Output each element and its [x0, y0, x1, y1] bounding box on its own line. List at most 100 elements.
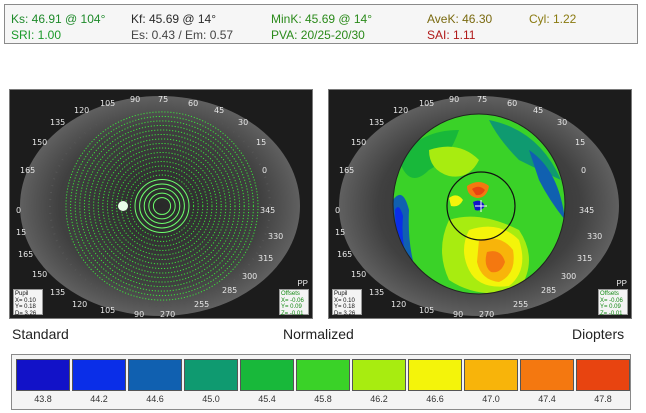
sri-value: SRI: 1.00 [11, 28, 62, 42]
degree-label: 285 [222, 286, 238, 295]
degree-label: 0 [16, 206, 22, 215]
placido-ring [111, 156, 213, 256]
es-em-value: Es: 0.43 / Em: 0.57 [131, 28, 234, 42]
curvature-map [329, 90, 631, 318]
degree-label: 120 [72, 300, 88, 309]
degree-label: 330 [587, 232, 603, 241]
placido-ring [74, 120, 250, 292]
ks-value: Ks: 46.91 @ 104° [11, 12, 106, 26]
degree-label: 135 [50, 118, 66, 127]
placido-ring [83, 129, 241, 283]
scale-swatch [352, 359, 406, 391]
degree-label: 285 [541, 286, 557, 295]
placido-ring [70, 115, 254, 297]
placido-ring [93, 138, 231, 274]
view-diopters-label[interactable]: Diopters [572, 326, 625, 342]
degree-label: 45 [533, 106, 544, 115]
color-scale-legend: 43.8 44.2 44.6 45.0 45.4 45.8 46.2 46.6 47.0 47.4… [11, 354, 631, 410]
curvature-map-panel[interactable]: 90 75 105 60 120 135 45 150 30 165 15 0 0 15 345 165 330… [328, 89, 632, 319]
offsets-title: Offsets [281, 291, 300, 297]
placido-ring [97, 142, 227, 270]
view-standard-label[interactable]: Standard [12, 326, 69, 342]
degree-label: 90 [449, 95, 460, 104]
degree-label: 90 [134, 310, 145, 319]
offsets-info-box: Offsets X= -0.06 Y= 0.09 Z= -0.01 [279, 289, 309, 317]
degree-label: 30 [238, 118, 249, 127]
pupil-y: Y= 0.18 [334, 304, 355, 310]
view-normalized-label[interactable]: Normalized [283, 326, 354, 342]
scale-swatch [296, 359, 350, 391]
degree-label: 120 [393, 106, 409, 115]
scale-value-label: 46.2 [370, 394, 388, 404]
degree-label: 270 [160, 310, 176, 319]
placido-image-panel[interactable]: 90 75 105 60 120 135 45 150 30 165 15 0 0 15 345 165 330… [9, 89, 313, 319]
degree-label: 315 [577, 254, 593, 263]
degree-label: 90 [453, 310, 464, 319]
scale-swatch [16, 359, 70, 391]
offsets-x: X= -0.06 [600, 297, 623, 304]
pupil-title: Pupil [15, 291, 29, 297]
offsets-z: Z= -0.01 [600, 310, 623, 317]
degree-label: 60 [507, 99, 518, 108]
scale-value-label: 47.8 [594, 394, 612, 404]
mink-value: MinK: 45.69 @ 14° [271, 12, 373, 26]
degree-label: 255 [194, 300, 210, 309]
placido-ring [88, 133, 236, 279]
scale-swatch [184, 359, 238, 391]
degree-label: 165 [339, 166, 355, 175]
scale-value-label: 43.8 [34, 394, 52, 404]
placido-ring [152, 197, 172, 215]
placido-ring [116, 161, 208, 251]
placido-ring [148, 192, 176, 220]
curvature-colors [393, 114, 565, 294]
placido-ring [134, 179, 190, 233]
offsets-x: X= -0.06 [281, 297, 304, 304]
degree-label: 120 [74, 106, 90, 115]
degree-label: 75 [477, 95, 488, 104]
degree-label: 45 [214, 106, 225, 115]
pupil-info-box: Pupil X= 0.10 Y= 0.18 D= 3.26 [13, 289, 43, 317]
pp-marker: PP [297, 279, 308, 288]
degree-label: 150 [351, 270, 367, 279]
degree-label: 150 [32, 270, 48, 279]
offsets-info-box: Offsets X= -0.06 Y= 0.09 Z= -0.01 [598, 289, 628, 317]
degree-label: 90 [130, 95, 141, 104]
placido-ring [106, 151, 218, 261]
degree-label: 345 [579, 206, 595, 215]
offsets-title: Offsets [600, 291, 619, 297]
cyl-value: Cyl: 1.22 [529, 12, 577, 26]
placido-ring [125, 170, 199, 242]
degree-label: 255 [513, 300, 529, 309]
degree-label: 300 [561, 272, 577, 281]
scale-value-label: 44.6 [146, 394, 164, 404]
degree-label: 270 [479, 310, 495, 319]
keratometry-header: Ks: 46.91 @ 104° Kf: 45.69 @ 14° MinK: 4… [4, 4, 638, 44]
pupil-x: X= 0.10 [15, 297, 36, 304]
offsets-y: Y= 0.09 [600, 304, 621, 310]
pupil-info-box: Pupil X= 0.10 Y= 0.18 D= 3.26 [332, 289, 362, 317]
pupil-circle [446, 171, 516, 241]
degree-label: 15 [335, 228, 346, 237]
offsets-z: Z= -0.01 [281, 310, 304, 317]
scale-value-label: 45.8 [314, 394, 332, 404]
degree-label: 60 [188, 99, 199, 108]
avek-value: AveK: 46.30 [427, 12, 493, 26]
degree-label: 0 [335, 206, 341, 215]
degree-label: 135 [369, 288, 385, 297]
placido-ring [102, 147, 222, 265]
scale-swatch [240, 359, 294, 391]
pupil-d: D= 3.26 [15, 310, 37, 317]
pva-value: PVA: 20/25-20/30 [271, 28, 365, 42]
degree-label: 135 [50, 288, 66, 297]
scale-swatch [408, 359, 462, 391]
scale-swatch [576, 359, 630, 391]
scale-swatch [128, 359, 182, 391]
pupil-d: D= 3.26 [334, 310, 356, 317]
degree-label: 345 [260, 206, 276, 215]
scale-value-label: 47.4 [538, 394, 556, 404]
offsets-y: Y= 0.09 [281, 304, 302, 310]
degree-label: 165 [337, 250, 353, 259]
scale-value-label: 47.0 [482, 394, 500, 404]
sai-value: SAI: 1.11 [427, 28, 476, 42]
degree-label: 135 [369, 118, 385, 127]
